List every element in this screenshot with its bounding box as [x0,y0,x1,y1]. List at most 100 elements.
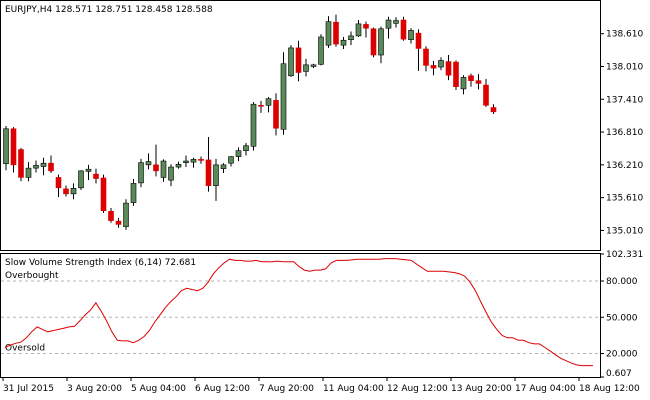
indicator-level-labels: Overbought Oversold [5,271,59,354]
candle-body-bear [93,173,99,179]
candle-body-bear [295,47,302,73]
time-tick-label: 17 Aug 04:00 [515,384,576,394]
time-tick-label: 31 Jul 2015 [3,384,54,394]
svsi-line-series [4,258,593,367]
price-chart-title: EURJPY,H4 128.571 128.751 128.458 128.58… [5,5,213,15]
price-tick-label: 136.210 [606,161,643,171]
candle-body-bear [258,104,264,107]
candle-body-bull [340,39,347,46]
candle-body-bull [385,19,392,29]
candle-body-bull [213,164,219,186]
candle-body-bear [198,159,204,161]
price-tick-label: 135.010 [606,226,643,236]
time-tick-label: 6 Aug 12:00 [195,384,250,394]
candle-body-bear [153,164,159,172]
candle-body-bear [453,61,459,88]
time-tick-label: 7 Aug 20:00 [259,384,314,394]
indicator-tick-label: 80.000 [606,277,638,287]
candle-body-bull [303,64,309,72]
candle-body-bear [445,61,452,76]
candle-body-bull [348,35,354,41]
candle-body-bull [280,63,287,130]
candle-body-bear [205,159,212,186]
candle-body-bull [85,168,92,172]
candle-body-bear [475,80,482,84]
candle-body-bear [483,84,489,106]
indicator-axis: 102.331 80.000 50.000 20.000 0.607 [600,250,643,379]
candle-body-bear [370,28,377,56]
indicator-tick-label: 0.607 [606,369,632,379]
candle-body-bull [130,183,137,203]
indicator-level-label: Oversold [5,344,45,354]
candle-body-bull [235,150,242,157]
candle-body-bull [318,36,324,65]
indicator-panel-frame [0,253,601,378]
candle-body-bull [175,163,182,168]
candle-body-bull [228,156,234,164]
candle-body-bear [400,19,407,40]
time-tick-label: 5 Aug 04:00 [131,384,186,394]
candle-body-bull [250,103,257,147]
price-tick-label: 138.610 [606,30,643,40]
candle-body-bull [70,188,77,195]
main-panel-frame [0,0,601,251]
candle-body-bull [393,20,399,24]
candle-body-bear [490,107,497,113]
candle-body-bear [415,32,422,49]
candle-body-bull [183,160,189,163]
candle-body-bull [325,21,332,46]
indicator-tick-label: 50.000 [606,313,638,323]
candle-body-bear [108,210,114,221]
candle-body-bear [363,24,369,29]
candle-body-bull [145,161,152,166]
candle-body-bull [378,28,384,56]
candle-body-bear [10,128,17,166]
indicator-tick-label: 102.331 [606,250,643,260]
time-tick-label: 3 Aug 20:00 [67,384,122,394]
price-axis: 138.610 138.010 137.410 136.810 136.210 135.6… [600,30,643,236]
candle-body-bull [408,30,414,41]
candle-body-bull [310,64,317,67]
candle-body-bull [460,77,467,90]
candle-body-bull [123,202,129,227]
price-tick-label: 136.810 [606,128,643,138]
candle-body-bull [190,159,197,163]
indicator-tick-label: 20.000 [606,350,638,360]
price-tick-label: 137.410 [606,95,643,105]
candle-body-bull [265,98,272,106]
candlestick-series [3,14,497,230]
candle-body-bull [160,160,167,178]
candle-body-bull [138,162,144,184]
candle-body-bear [63,188,69,195]
time-axis: 31 Jul 2015 3 Aug 20:00 5 Aug 04:00 6 Aug 1… [2,377,640,394]
candle-body-bull [3,128,9,165]
candle-body-bear [273,100,279,129]
candle-body-bull [243,145,249,151]
candle-body-bull [78,170,84,189]
indicator-level-lines [1,280,600,355]
candle-body-bear [55,177,62,189]
indicator-title: Slow Volume Strength Index (6,14) 72.681 [5,258,196,268]
candle-body-bear [115,220,122,225]
candle-body-bear [100,177,107,212]
candle-body-bear [333,21,339,45]
indicator-level-label: Overbought [5,271,59,281]
candle-body-bear [48,162,54,172]
candle-body-bull [40,162,47,167]
candle-body-bull [288,47,294,77]
time-tick-label: 11 Aug 04:00 [323,384,384,394]
candle-body-bull [438,60,444,68]
candle-body-bear [468,75,474,81]
time-tick-label: 13 Aug 20:00 [451,384,512,394]
candle-body-bull [25,167,32,178]
candle-body-bull [355,23,362,37]
price-tick-label: 138.010 [606,62,643,72]
candle-body-bull [33,165,39,169]
candle-body-bear [18,149,24,178]
time-tick-label: 12 Aug 12:00 [387,384,448,394]
price-tick-label: 135.610 [606,194,643,204]
candle-body-bull [168,166,174,181]
svsi-line [4,258,593,367]
candle-body-bear [423,48,429,66]
